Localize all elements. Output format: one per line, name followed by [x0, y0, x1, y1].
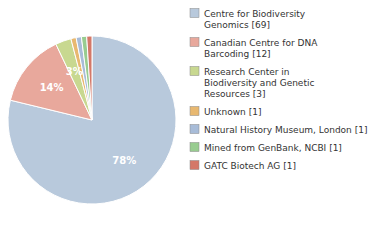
pie-slice [8, 36, 176, 204]
legend-label: Research Center inBiodiversity and Genet… [204, 67, 314, 99]
legend-label: Centre for BiodiversityGenomics [69] [204, 9, 306, 30]
legend-item: Unknown [1] [190, 107, 261, 117]
data-label: 14% [40, 82, 64, 93]
legend-item: Natural History Museum, London [1] [190, 125, 367, 135]
legend-item: Research Center inBiodiversity and Genet… [190, 67, 314, 99]
legend-swatch [190, 107, 199, 116]
legend-swatch [190, 143, 199, 152]
legend-item: Mined from GenBank, NCBI [1] [190, 143, 342, 153]
data-labels: 78% 14%3% [40, 66, 137, 167]
data-label: 3% [66, 66, 83, 77]
pie-slice [87, 36, 92, 120]
pie-slice [76, 37, 92, 120]
legend-label: GATC Biotech AG [1] [204, 161, 296, 171]
pie-slice [81, 36, 92, 120]
legend-label: Mined from GenBank, NCBI [1] [204, 143, 342, 153]
legend-label: Canadian Centre for DNABarcoding [12] [204, 38, 318, 59]
legend-swatch [190, 9, 199, 18]
legend-item: Canadian Centre for DNABarcoding [12] [190, 38, 318, 59]
legend: Centre for BiodiversityGenomics [69] Cana… [190, 9, 367, 171]
pie [8, 36, 176, 204]
legend-label: Natural History Museum, London [1] [204, 125, 367, 135]
legend-label: Unknown [1] [204, 107, 261, 117]
legend-swatch [190, 161, 199, 170]
data-label: 78% [112, 155, 136, 166]
legend-item: GATC Biotech AG [1] [190, 161, 296, 171]
legend-item: Centre for BiodiversityGenomics [69] [190, 9, 306, 30]
legend-swatch [190, 38, 199, 47]
legend-swatch [190, 67, 199, 76]
chart: 78% 14%3% Centre for BiodiversityGenomics … [0, 0, 380, 240]
legend-swatch [190, 125, 199, 134]
